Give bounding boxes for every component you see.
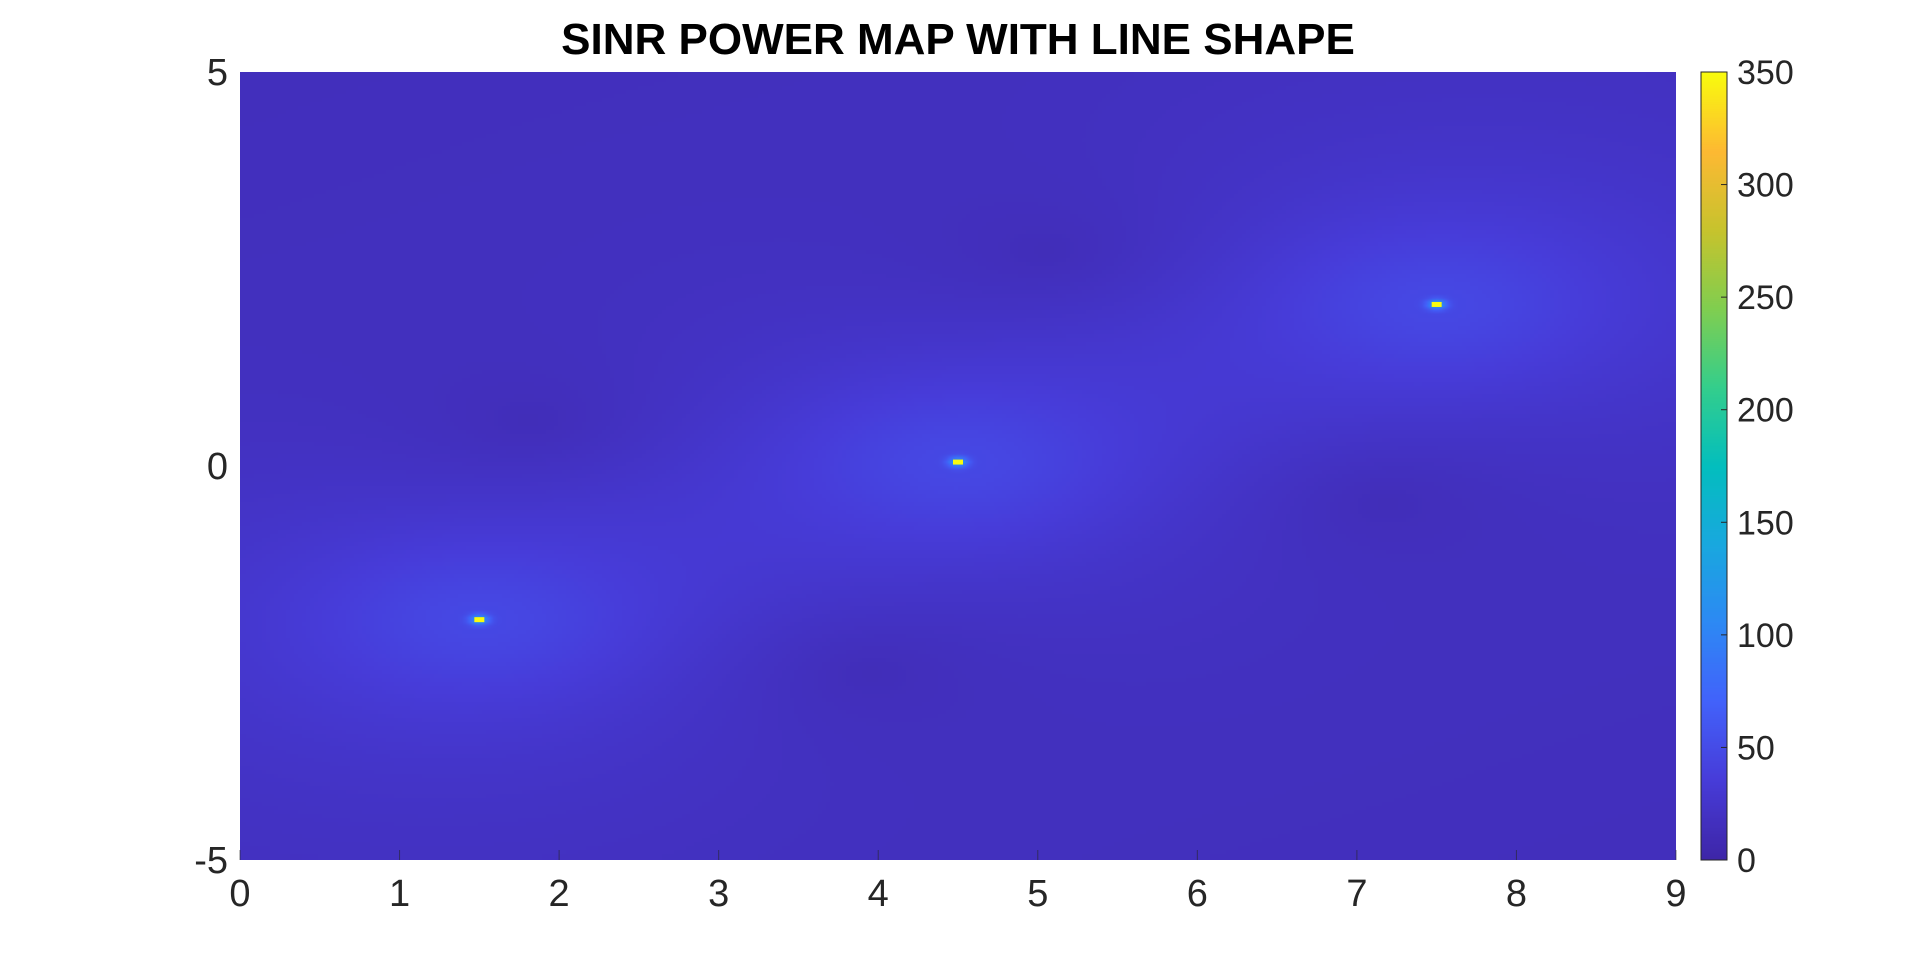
colorbar-tick-label: 50 <box>1737 729 1775 767</box>
y-tick-label: 0 <box>207 446 228 488</box>
colorbar-frame <box>1700 71 1728 861</box>
x-tick-label: 5 <box>1027 873 1048 915</box>
colorbar-tick-label: 0 <box>1737 842 1756 880</box>
plot-area <box>240 72 1676 860</box>
x-tick-label: 6 <box>1187 873 1208 915</box>
colorbar-tick-label: 350 <box>1737 54 1794 92</box>
x-tick-label: 1 <box>389 873 410 915</box>
colorbar-tick-label: 150 <box>1737 504 1794 542</box>
y-axis: -5 0 5 <box>194 52 228 882</box>
x-axis: 0 1 2 3 4 5 6 7 8 9 <box>229 850 1687 915</box>
colorbar-tick-label: 200 <box>1737 392 1794 430</box>
transmitter-peak-3 <box>1431 301 1442 307</box>
x-tick-label: 0 <box>229 873 250 915</box>
x-tick-label: 7 <box>1346 873 1367 915</box>
colorbar-tick-label: 300 <box>1737 167 1794 205</box>
colorbar-tick-label: 250 <box>1737 279 1794 317</box>
colorbar <box>1701 72 1727 860</box>
heatmap <box>240 72 1676 860</box>
transmitter-peak-1 <box>474 617 485 623</box>
transmitter-peak-2 <box>953 459 963 465</box>
x-tick-label: 3 <box>708 873 729 915</box>
colorbar-tick-label: 100 <box>1737 617 1794 655</box>
y-tick-label: 5 <box>207 52 228 94</box>
x-tick-label: 9 <box>1665 873 1686 915</box>
y-tick-label: -5 <box>194 840 228 882</box>
chart-title: SINR POWER MAP WITH LINE SHAPE <box>561 15 1355 64</box>
x-tick-label: 8 <box>1506 873 1527 915</box>
x-tick-label: 2 <box>549 873 570 915</box>
colorbar-axis: 0 50 100 150 200 250 300 350 <box>1700 54 1794 880</box>
x-tick-label: 4 <box>868 873 889 915</box>
